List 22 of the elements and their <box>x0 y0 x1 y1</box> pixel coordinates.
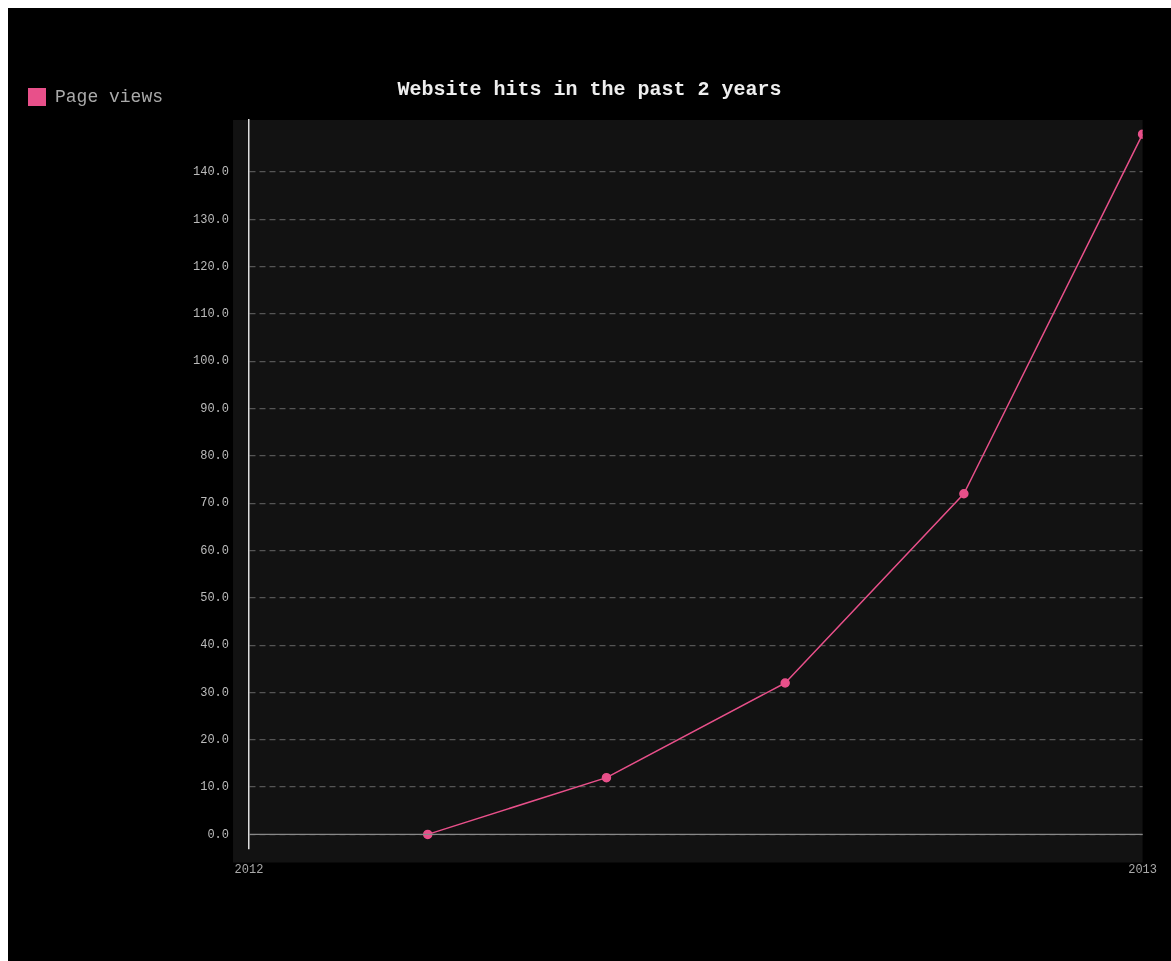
y-tick-label: 60.0 <box>200 543 230 558</box>
y-tick-label: 80.0 <box>200 449 230 464</box>
y-tick-label: 40.0 <box>200 638 230 653</box>
legend-label: Page views <box>55 86 164 107</box>
chart-title: Website hits in the past 2 years <box>397 78 782 102</box>
y-tick-label: 10.0 <box>200 780 230 795</box>
y-tick-label: 50.0 <box>200 591 230 606</box>
y-tick-label: 70.0 <box>200 496 230 511</box>
point <box>601 772 612 783</box>
y-tick-label: 20.0 <box>200 732 230 747</box>
y-tick-label: 0.0 <box>207 827 230 842</box>
point <box>780 678 790 688</box>
y-tick-label: 130.0 <box>193 212 230 227</box>
y-tick-label: 100.0 <box>193 354 230 369</box>
x-tick-label: 2012 <box>234 862 264 877</box>
y-tick-label: 120.0 <box>193 259 230 274</box>
y-tick-label: 30.0 <box>200 685 230 700</box>
y-tick-label: 110.0 <box>193 307 230 322</box>
y-tick-label: 140.0 <box>193 165 230 180</box>
point <box>959 489 969 499</box>
y-tick-label: 90.0 <box>200 401 230 416</box>
x-tick-label: 2013 <box>1128 862 1157 877</box>
